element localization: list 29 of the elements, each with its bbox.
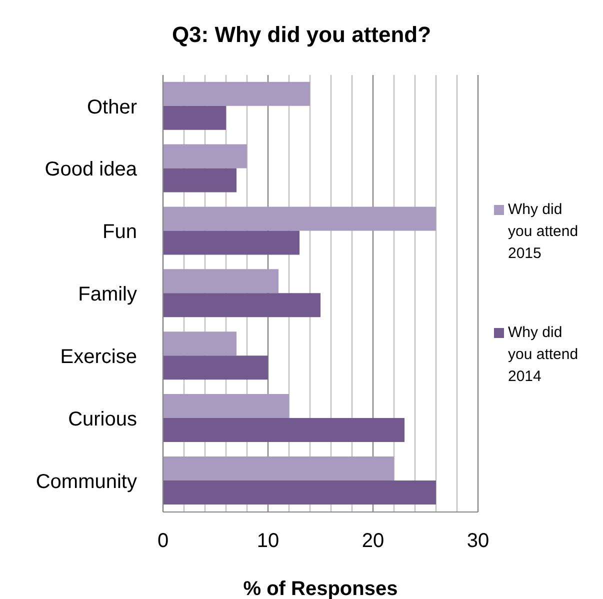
bar [163, 332, 236, 356]
bar [163, 394, 289, 418]
bar [163, 206, 436, 231]
bar [163, 144, 247, 168]
y-tick-label: Exercise [60, 346, 137, 368]
bar [163, 269, 278, 294]
x-tick-label: 0 [157, 530, 169, 552]
x-tick-label: 30 [466, 530, 490, 552]
y-tick-label: Family [78, 284, 137, 306]
y-tick-label: Curious [68, 408, 137, 430]
y-tick-label: Community [36, 470, 137, 493]
legend-label: Why did you attend 2015 [508, 200, 580, 264]
bar [163, 82, 310, 106]
bar [163, 418, 404, 442]
x-tick-label: 20 [362, 530, 384, 552]
y-tick-label: Good idea [44, 158, 138, 181]
x-axis-title: % of Responses [243, 578, 398, 599]
y-tick-label: Other [86, 96, 138, 118]
legend-label: Why did you attend 2014 [508, 323, 580, 387]
bar [163, 456, 394, 480]
bar [163, 480, 436, 504]
x-tick-label: 10 [256, 530, 280, 552]
chart-title: Q3: Why did you attend? [170, 22, 432, 48]
bar [163, 106, 226, 130]
bar [163, 356, 268, 380]
y-tick-label: Fun [102, 221, 137, 244]
bar [163, 168, 236, 192]
bar [163, 293, 320, 318]
bar [163, 230, 300, 255]
